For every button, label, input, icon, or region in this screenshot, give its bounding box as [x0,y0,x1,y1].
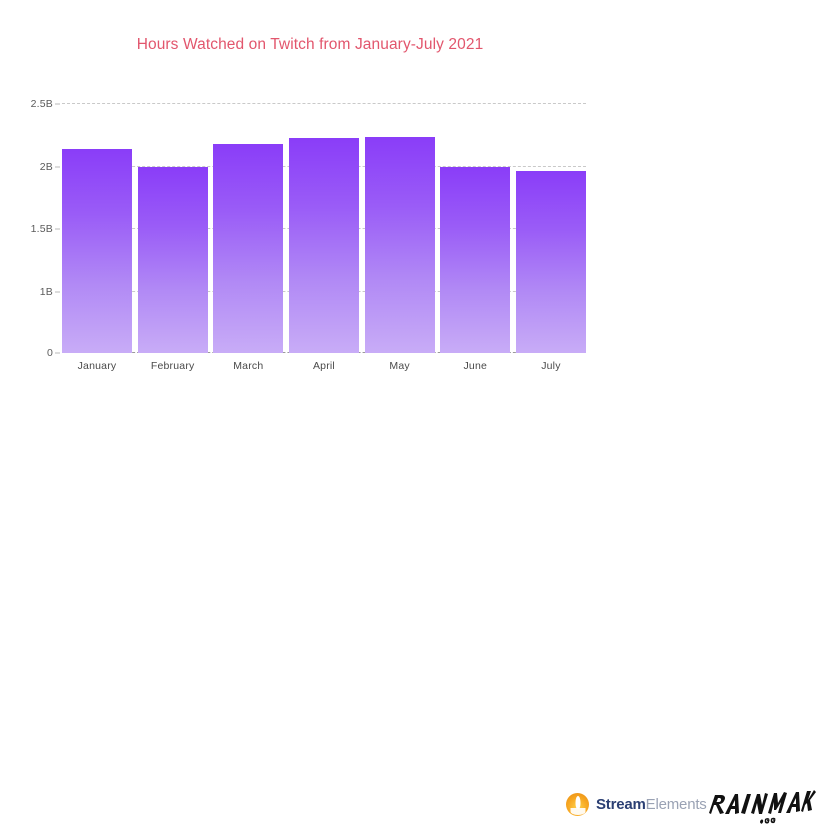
x-label-july: July [541,360,561,372]
streamelements-word-stream: Stream [596,796,646,813]
chart-footer: StreamElements [0,385,827,824]
bar-january[interactable] [62,149,132,353]
gridline-2-5b: 2.5B [31,98,586,110]
x-label-february: February [150,360,195,372]
bar-july[interactable] [515,171,586,353]
y-tick-label-2-5b: 2.5B [30,98,53,110]
bar-slot-june [440,100,511,353]
streamelements-word-elements: Elements [645,796,707,813]
bar-february[interactable] [137,167,208,353]
bar-april[interactable] [288,138,359,353]
tick-dash-1-5b [55,228,60,230]
x-axis-labels: January February March April May June Ju… [62,360,586,372]
streamelements-wordmark: StreamElements [596,796,707,813]
x-label-march: March [233,360,264,372]
bar-slot-may [364,100,435,353]
twitch-hours-watched-chart: Hours Watched on Twitch from January-Jul… [0,0,827,447]
tick-dash-1b [55,291,60,293]
rainmaker-gg-logo [706,789,816,825]
bar-slot-july [515,100,586,353]
bar-slot-march [213,100,284,353]
y-tick-label-2b: 2B [39,161,53,173]
rainmaker-wordmark-glyphs [709,790,816,824]
x-label-april: April [312,360,335,372]
tick-dash-2-5b [55,103,60,105]
bar-may[interactable] [364,137,435,353]
bar-slot-february [137,100,208,353]
bar-slot-january [62,100,132,353]
y-tick-label-1b: 1B [39,286,53,298]
streamelements-torch-icon [566,793,589,816]
bar-group [62,100,586,353]
x-label-may: May [389,360,410,372]
x-label-june: June [463,360,488,372]
tick-dash-0 [55,352,60,354]
bar-slot-april [288,100,359,353]
y-tick-label-1-5b: 1.5B [30,223,53,235]
bar-june[interactable] [440,167,511,353]
plot-area: 2.5B 2B 1.5B 1B 0 [31,98,586,359]
chart-title: Hours Watched on Twitch from January-Jul… [136,36,484,53]
y-tick-label-0: 0 [46,347,53,359]
streamelements-logo: StreamElements [566,793,707,816]
tick-dash-2b [55,166,60,168]
bar-march[interactable] [213,144,284,353]
x-label-january: January [77,360,117,372]
